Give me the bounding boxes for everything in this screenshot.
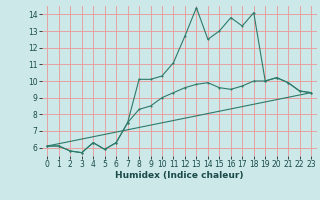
X-axis label: Humidex (Indice chaleur): Humidex (Indice chaleur) [115,171,244,180]
